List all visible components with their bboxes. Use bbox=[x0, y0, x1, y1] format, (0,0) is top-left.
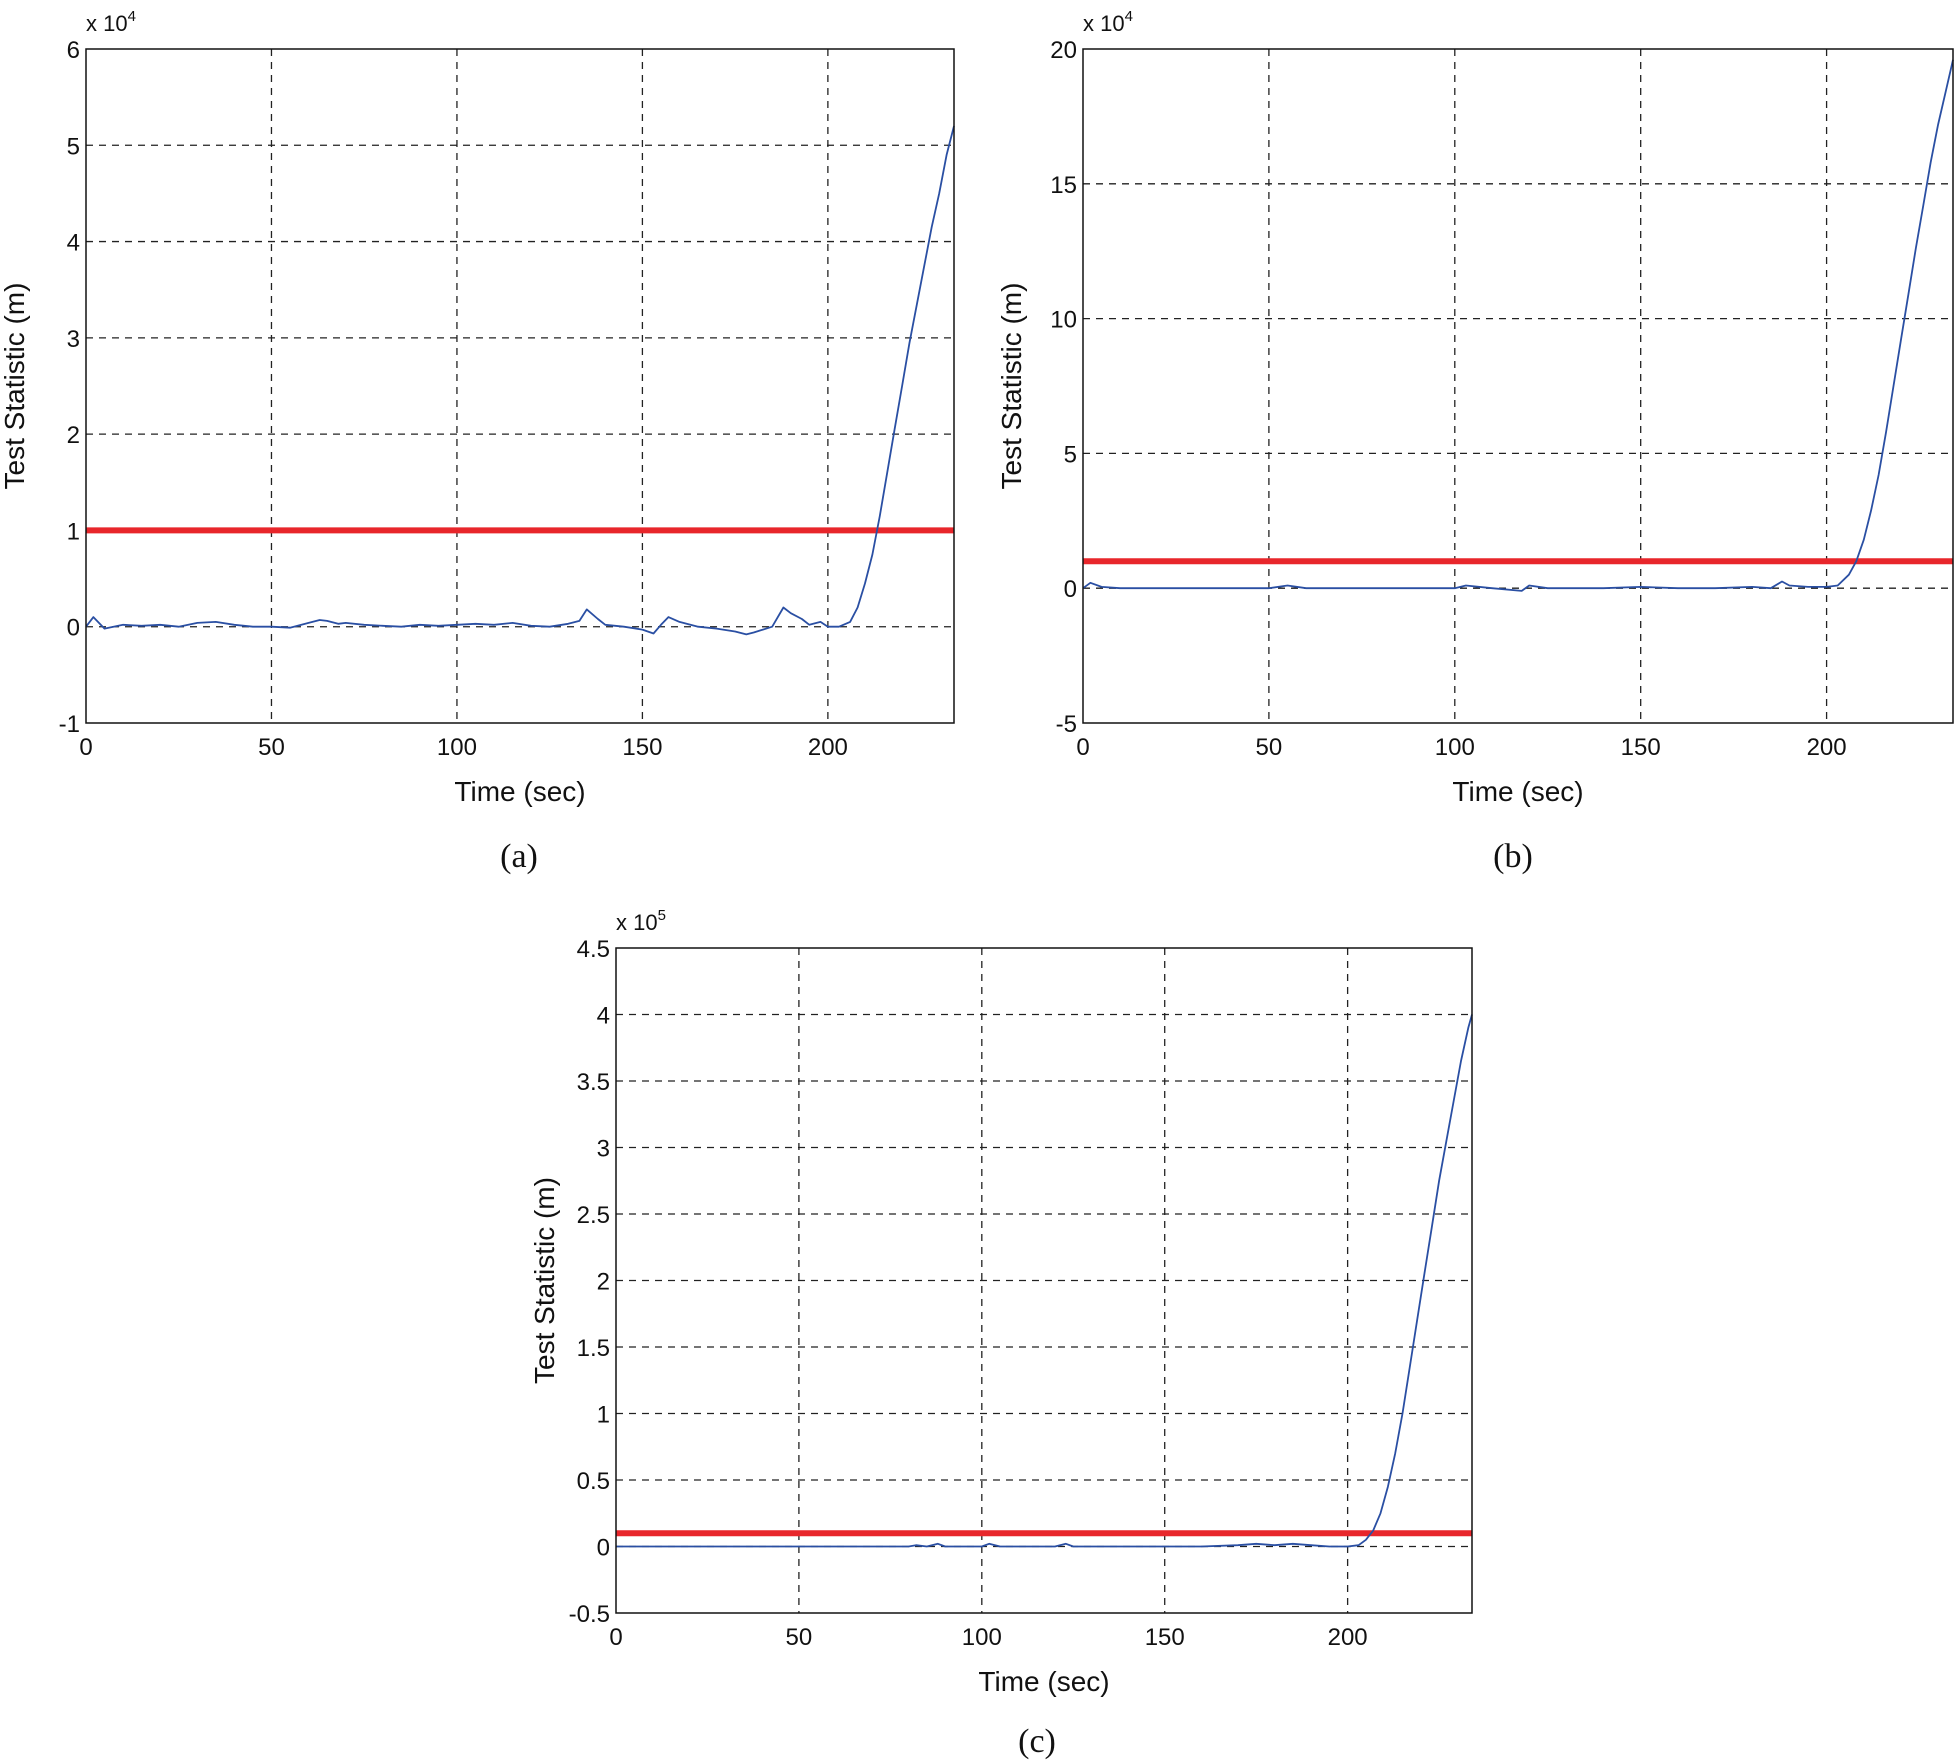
y-tick-label: 2 bbox=[597, 1269, 610, 1296]
y-tick-label: -0.5 bbox=[569, 1601, 610, 1628]
y-tick-label: 5 bbox=[1064, 441, 1077, 468]
series-layer bbox=[85, 125, 955, 636]
panel-caption: (a) bbox=[500, 838, 538, 875]
x-tick-label: 150 bbox=[1621, 734, 1661, 761]
panel-caption: (c) bbox=[1018, 1723, 1056, 1760]
y-tick-label: 1 bbox=[67, 518, 80, 545]
y-tick-label: 3 bbox=[597, 1136, 610, 1163]
y-axis-label: Test Statistic (m) bbox=[0, 283, 30, 490]
y-multiplier: x 104 bbox=[1083, 8, 1133, 36]
y-tick-label: 0 bbox=[67, 615, 80, 642]
x-tick-label: 150 bbox=[622, 734, 662, 761]
x-tick-label: 50 bbox=[1256, 734, 1283, 761]
y-tick-label: 6 bbox=[67, 37, 80, 64]
panel-caption: (b) bbox=[1493, 838, 1533, 875]
series-line bbox=[1082, 59, 1954, 592]
y-tick-label: 3.5 bbox=[577, 1069, 610, 1096]
x-tick-label: 200 bbox=[808, 734, 848, 761]
x-axis-label: Time (sec) bbox=[978, 1666, 1109, 1697]
x-tick-label: 0 bbox=[609, 1624, 622, 1651]
series-layer bbox=[1082, 59, 1954, 592]
y-tick-label: 0.5 bbox=[577, 1468, 610, 1495]
plot-frame bbox=[85, 48, 955, 724]
y-tick-label: 15 bbox=[1050, 172, 1077, 199]
y-multiplier: x 104 bbox=[86, 8, 136, 36]
x-tick-label: 0 bbox=[79, 734, 92, 761]
y-tick-label: 20 bbox=[1050, 37, 1077, 64]
x-tick-label: 50 bbox=[258, 734, 285, 761]
series-line bbox=[85, 125, 955, 636]
y-tick-label: 10 bbox=[1050, 307, 1077, 334]
y-tick-label: 3 bbox=[67, 326, 80, 353]
y-tick-label: 2.5 bbox=[577, 1202, 610, 1229]
x-tick-label: 100 bbox=[1435, 734, 1475, 761]
plot-frame bbox=[615, 947, 1473, 1614]
series-line bbox=[616, 1014, 1473, 1548]
x-tick-label: 100 bbox=[437, 734, 477, 761]
panel-c: 0 50 100 150 200-0.500.511.522.533.544.5 x 1… bbox=[529, 907, 1473, 1760]
x-tick-label: 100 bbox=[962, 1624, 1002, 1651]
plot-frame bbox=[1082, 48, 1954, 724]
x-tick-label: 200 bbox=[1807, 734, 1847, 761]
y-tick-label: 0 bbox=[1064, 576, 1077, 603]
y-multiplier: x 105 bbox=[616, 907, 666, 935]
y-tick-label: -1 bbox=[59, 711, 80, 738]
y-tick-label: 4 bbox=[67, 230, 80, 257]
series-layer bbox=[616, 1014, 1473, 1548]
x-axis-label: Time (sec) bbox=[1452, 776, 1583, 807]
y-tick-label: 4.5 bbox=[577, 936, 610, 963]
y-tick-label: 1.5 bbox=[577, 1335, 610, 1362]
y-tick-label: 0 bbox=[597, 1535, 610, 1562]
x-tick-label: 0 bbox=[1076, 734, 1089, 761]
grid-lines bbox=[616, 948, 1472, 1613]
y-tick-label: 5 bbox=[67, 133, 80, 160]
x-tick-label: 150 bbox=[1145, 1624, 1185, 1651]
tick-labels: 0 50 100 150 200-0.500.511.522.533.544.5 bbox=[569, 936, 1368, 1651]
grid-lines bbox=[1083, 49, 1953, 723]
y-tick-label: -5 bbox=[1056, 711, 1077, 738]
x-axis-label: Time (sec) bbox=[454, 776, 585, 807]
y-axis-label: Test Statistic (m) bbox=[996, 283, 1027, 490]
y-tick-label: 1 bbox=[597, 1402, 610, 1429]
x-tick-label: 50 bbox=[786, 1624, 813, 1651]
y-tick-label: 2 bbox=[67, 422, 80, 449]
y-tick-label: 4 bbox=[597, 1003, 610, 1030]
y-axis-label: Test Statistic (m) bbox=[529, 1177, 560, 1384]
x-tick-label: 200 bbox=[1328, 1624, 1368, 1651]
